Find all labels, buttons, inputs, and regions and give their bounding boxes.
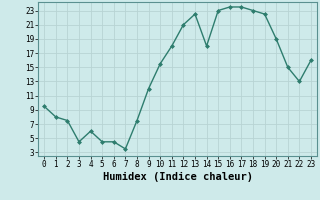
X-axis label: Humidex (Indice chaleur): Humidex (Indice chaleur) xyxy=(103,172,252,182)
